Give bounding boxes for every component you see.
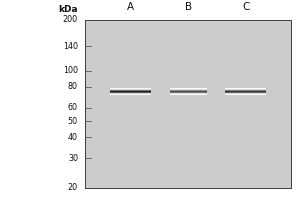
Bar [110,88,151,89]
Bar [110,90,151,91]
Bar [225,92,266,93]
Bar [110,91,151,92]
Text: 60: 60 [68,103,78,112]
Bar [110,94,151,95]
Bar [110,90,151,91]
Bar [225,94,266,95]
Text: 100: 100 [63,66,78,75]
Bar [170,89,207,90]
Bar [225,90,266,91]
Bar [225,89,266,90]
Bar [225,90,266,91]
Text: C: C [242,2,250,12]
Bar [110,89,151,90]
Bar [85,20,291,188]
Text: 80: 80 [68,82,78,91]
Bar [170,91,207,92]
Text: B: B [185,2,192,12]
Text: 50: 50 [68,117,78,126]
Bar [170,94,207,95]
Text: 40: 40 [68,133,78,142]
Bar [225,93,266,94]
Bar [85,20,291,188]
Text: 140: 140 [63,42,78,51]
Bar [110,92,151,93]
Bar [110,91,151,92]
Bar [170,93,207,94]
Text: A: A [127,2,134,12]
Text: 30: 30 [68,154,78,163]
Bar [170,90,207,91]
Bar [170,92,207,93]
Text: 200: 200 [63,15,78,24]
Bar [110,93,151,94]
Bar [225,91,266,92]
Bar [170,90,207,91]
Bar [170,88,207,89]
Text: 20: 20 [68,184,78,192]
Text: kDa: kDa [58,4,78,14]
Bar [170,91,207,92]
Bar [225,91,266,92]
Bar [225,88,266,89]
